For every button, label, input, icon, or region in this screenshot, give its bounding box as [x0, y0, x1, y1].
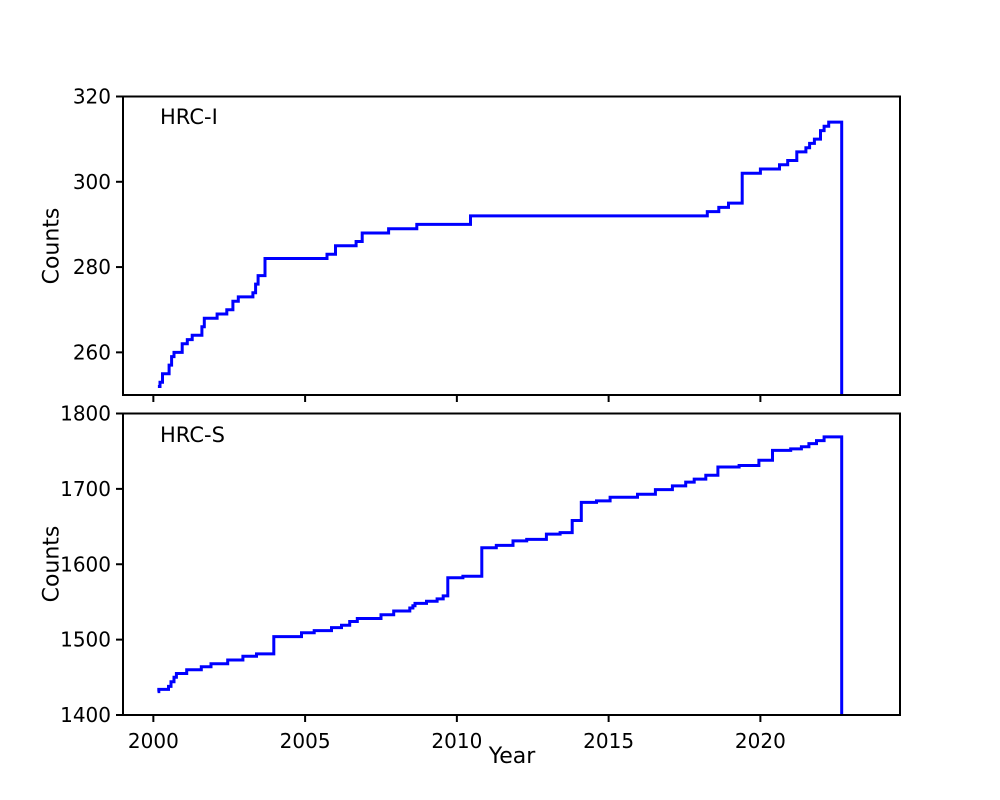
y-tick-label: 1600	[60, 552, 111, 576]
hrc-i-series-line	[157, 120, 844, 395]
axes-frame	[122, 412, 901, 716]
y-tick-label: 1800	[60, 402, 111, 426]
x-tick-label: 2000	[128, 729, 179, 753]
panel-annotation-hrc-i: HRC-I	[160, 105, 218, 129]
y-tick-label: 1400	[60, 703, 111, 727]
y-axis-label-bottom: Counts	[39, 525, 65, 603]
y-tick-label: 320	[73, 85, 111, 109]
x-axis-label: Year	[488, 744, 536, 769]
x-tick-label: 2020	[735, 729, 786, 753]
y-tick-label: 300	[73, 170, 111, 194]
x-tick-label: 2015	[583, 729, 634, 753]
hrc-s-series-line	[157, 435, 844, 715]
x-tick-label: 2010	[431, 729, 482, 753]
y-tick-label: 1700	[60, 477, 111, 501]
y-tick-label: 280	[73, 255, 111, 279]
panel-annotation-hrc-s: HRC-S	[160, 423, 225, 447]
y-axis-label-top: Counts	[39, 207, 65, 285]
y-tick-label: 1500	[60, 628, 111, 652]
y-tick-label: 260	[73, 340, 111, 364]
x-tick-label: 2005	[280, 729, 331, 753]
axes-frame	[122, 95, 901, 396]
